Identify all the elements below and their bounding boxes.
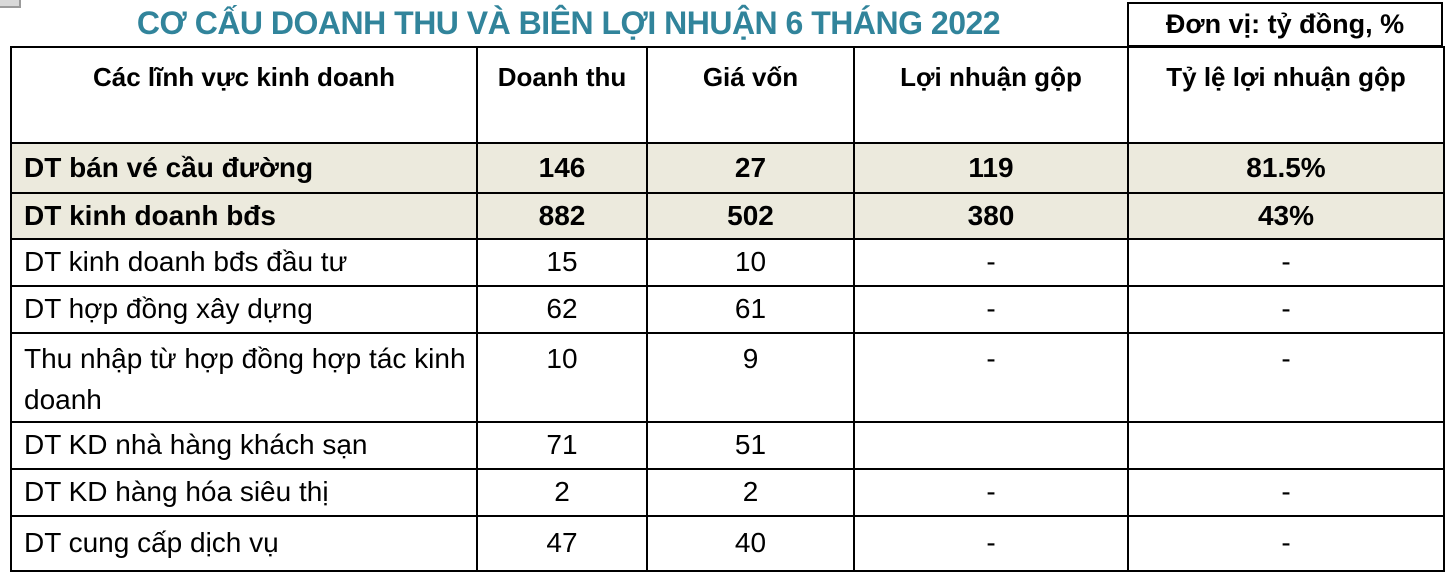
column-header-revenue: Doanh thu xyxy=(476,46,648,144)
column-header-business-lines: Các lĩnh vực kinh doanh xyxy=(10,46,478,144)
cell-gross-margin: 43% xyxy=(1127,192,1445,240)
cell-gross-profit: - xyxy=(853,285,1129,334)
table-row-construction-contracts: DT hợp đồng xây dựng 62 61 - - xyxy=(10,285,1445,334)
header-row: Các lĩnh vực kinh doanh Doanh thu Giá vố… xyxy=(10,46,1445,144)
row-label: Thu nhập từ hợp đồng hợp tác kinh doanh xyxy=(10,332,478,423)
cell-cogs: 502 xyxy=(646,192,855,240)
cell-gross-profit: - xyxy=(853,515,1129,572)
table-row-services: DT cung cấp dịch vụ 47 40 - - xyxy=(10,515,1445,572)
table-row-investment-real-estate: DT kinh doanh bđs đầu tư 15 10 - - xyxy=(10,238,1445,287)
column-header-cogs: Giá vốn xyxy=(646,46,855,144)
unit-box: Đơn vị: tỷ đồng, % xyxy=(1127,2,1443,47)
table-row-toll-revenue: DT bán vé cầu đường 146 27 119 81.5% xyxy=(10,142,1445,194)
cell-cogs: 9 xyxy=(646,332,855,423)
cell-cogs: 61 xyxy=(646,285,855,334)
screenshot-corner-artifact xyxy=(0,0,21,8)
cell-cogs: 40 xyxy=(646,515,855,572)
row-label: DT KD nhà hàng khách sạn xyxy=(10,421,478,470)
cell-revenue: 146 xyxy=(476,142,648,194)
table-row-real-estate: DT kinh doanh bđs 882 502 380 43% xyxy=(10,192,1445,240)
cell-gross-profit: - xyxy=(853,332,1129,423)
row-label: DT bán vé cầu đường xyxy=(10,142,478,194)
row-label: DT hợp đồng xây dựng xyxy=(10,285,478,334)
cell-revenue: 62 xyxy=(476,285,648,334)
cell-cogs: 27 xyxy=(646,142,855,194)
cell-revenue: 15 xyxy=(476,238,648,287)
row-label: DT KD hàng hóa siêu thị xyxy=(10,468,478,517)
table-row-cooperation-contracts: Thu nhập từ hợp đồng hợp tác kinh doanh … xyxy=(10,332,1445,423)
cell-gross-margin: - xyxy=(1127,468,1445,517)
cell-cogs: 10 xyxy=(646,238,855,287)
column-header-gross-margin: Tỷ lệ lợi nhuận gộp xyxy=(1127,46,1445,144)
row-label: DT cung cấp dịch vụ xyxy=(10,515,478,572)
cell-gross-margin: - xyxy=(1127,515,1445,572)
row-label: DT kinh doanh bđs đầu tư xyxy=(10,238,478,287)
cell-gross-margin xyxy=(1127,421,1445,470)
page-title: CƠ CẤU DOANH THU VÀ BIÊN LỢI NHUẬN 6 THÁ… xyxy=(136,4,1001,41)
cell-gross-profit: 380 xyxy=(853,192,1129,240)
cell-revenue: 10 xyxy=(476,332,648,423)
column-header-gross-profit: Lợi nhuận gộp xyxy=(853,46,1129,144)
cell-gross-margin: 81.5% xyxy=(1127,142,1445,194)
cell-gross-profit: 119 xyxy=(853,142,1129,194)
table-row-supermarket-goods: DT KD hàng hóa siêu thị 2 2 - - xyxy=(10,468,1445,517)
cell-gross-margin: - xyxy=(1127,332,1445,423)
row-label: DT kinh doanh bđs xyxy=(10,192,478,240)
cell-gross-profit xyxy=(853,421,1129,470)
cell-gross-margin: - xyxy=(1127,238,1445,287)
cell-revenue: 47 xyxy=(476,515,648,572)
cell-cogs: 51 xyxy=(646,421,855,470)
table-row-hotel-restaurant: DT KD nhà hàng khách sạn 71 51 xyxy=(10,421,1445,470)
cell-cogs: 2 xyxy=(646,468,855,517)
cell-revenue: 71 xyxy=(476,421,648,470)
cell-gross-profit: - xyxy=(853,238,1129,287)
cell-gross-profit: - xyxy=(853,468,1129,517)
cell-revenue: 882 xyxy=(476,192,648,240)
unit-label: Đơn vị: tỷ đồng, % xyxy=(1165,9,1405,39)
cell-revenue: 2 xyxy=(476,468,648,517)
cell-gross-margin: - xyxy=(1127,285,1445,334)
revenue-structure-table: Các lĩnh vực kinh doanh Doanh thu Giá vố… xyxy=(10,46,1445,572)
